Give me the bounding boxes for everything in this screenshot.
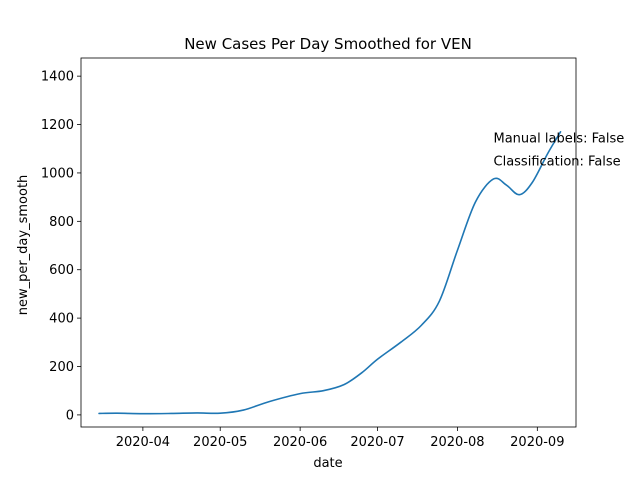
y-tick-label-7: 1400 [41,70,74,85]
plot-area: 2020-04 2020-05 2020-06 2020-07 2020-08 2020-… [41,57,625,450]
x-tick-label-3: 2020-07 [350,435,404,450]
chart-title: New Cases Per Day Smoothed for VEN [184,35,472,53]
y-tick-label-5: 1000 [41,166,74,181]
y-tick-label-3: 600 [49,263,74,278]
x-tick-label-1: 2020-05 [193,435,247,450]
y-tick-label-2: 400 [49,312,74,327]
y-tick-label-1: 200 [49,360,74,375]
x-tick-label-5: 2020-09 [510,435,564,450]
x-tick-label-4: 2020-08 [430,435,484,450]
series-line-0 [98,131,562,415]
annotation-0: Manual labels: False [494,132,625,147]
x-axis-label: date [313,456,342,471]
y-tick-label-0: 0 [66,408,74,423]
annotation-1: Classification: False [494,155,621,170]
y-tick-label-4: 800 [49,215,74,230]
y-tick-label-6: 1200 [41,118,74,133]
x-tick-label-0: 2020-04 [116,435,170,450]
y-axis-label: new_per_day_smooth [16,175,31,316]
x-tick-label-2: 2020-06 [273,435,327,450]
plot-frame [80,57,577,428]
